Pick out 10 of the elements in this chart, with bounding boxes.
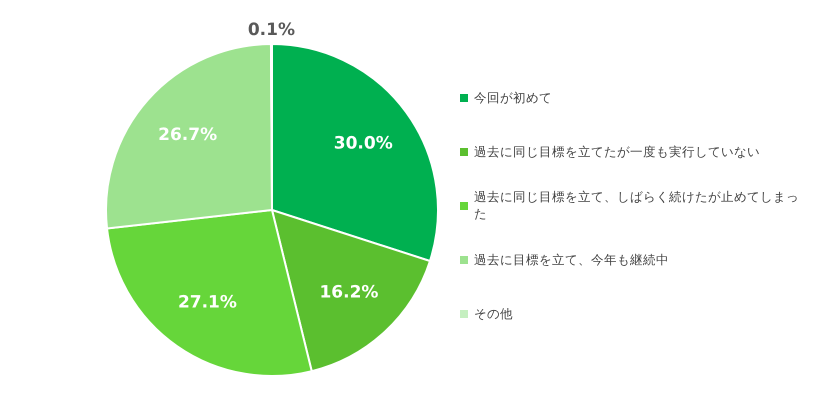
legend-label: 過去に同じ目標を立て、しばらく続けたが止めてしまった	[474, 189, 800, 223]
data-label: 27.1%	[178, 292, 237, 313]
data-label: 0.1%	[248, 20, 296, 40]
legend-label: その他	[474, 306, 513, 322]
data-label: 26.7%	[158, 125, 218, 146]
legend-label: 過去に同じ目標を立てたが一度も実行していない	[474, 144, 760, 160]
legend-label: 過去に目標を立て、今年も継続中	[474, 252, 669, 268]
data-label: 16.2%	[319, 282, 378, 303]
legend-label: 今回が初めて	[474, 90, 552, 106]
data-label: 30.0%	[334, 134, 393, 154]
